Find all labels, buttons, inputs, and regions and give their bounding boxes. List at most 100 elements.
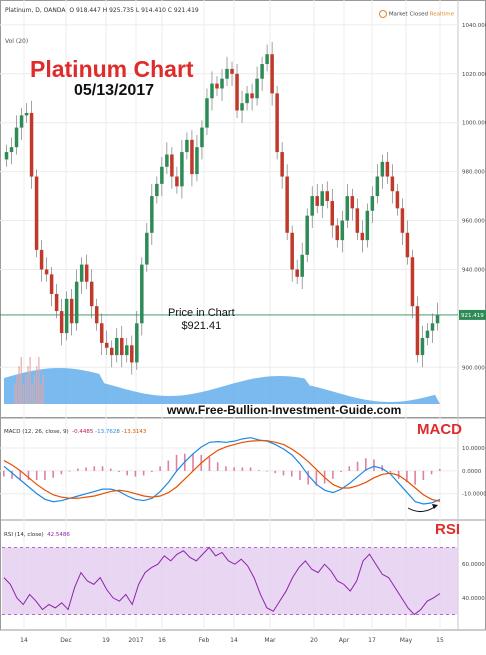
candle-body [390,176,395,192]
candle-body [205,98,209,128]
candle-body [285,176,289,233]
macd-histogram-bar [356,461,359,471]
candle-body [175,176,179,187]
candle-body [270,54,274,94]
candle-body [155,183,159,197]
chart-date: 05/13/2017 [74,82,155,99]
candle-body [335,225,340,241]
realtime-label: Realtime [429,11,454,18]
macd-histogram-bar [373,459,375,471]
price-tick-label: 1000.000 [462,121,486,127]
macd-signal-line [3,440,441,502]
macd-header[interactable]: MACD (12, 26, close, 9) -0.4485 -13.7628… [4,429,146,435]
candle-body [310,196,314,216]
macd-histogram-bar [332,470,334,479]
macd-histogram-bar [233,467,235,471]
candle-body [200,127,204,148]
price-candles [0,42,458,375]
macd-histogram-bar [52,470,54,478]
macd-histogram-bar [77,468,79,471]
candle-body [34,176,39,250]
macd-signal-value: -13.3143 [121,429,147,435]
candle-body [29,112,34,177]
rsi-band [2,547,458,615]
macd-histogram-bar [406,470,408,483]
candle-body [84,264,89,282]
macd-tick-label: 10.0000 [462,446,485,452]
candle-body [195,147,199,175]
macd-histogram-bar [175,454,178,471]
macd-histogram-bar [118,470,120,472]
candle-body [295,269,299,277]
candle-body [380,161,385,177]
macd-histogram-bar [208,457,211,471]
macd-histogram-bar [249,467,252,471]
x-tick-label: 17 [368,637,376,644]
market-status-text: Market Closed [388,11,428,18]
macd-histogram-bar [151,470,153,472]
candle-body [109,347,114,356]
volume-indicator-label[interactable]: Vol (20) [5,38,29,45]
candle-body [125,345,129,356]
candle-body [325,191,329,201]
price-tick-label: 960.000 [462,219,485,225]
macd-histogram-bar [364,458,367,471]
macd-histogram-bar [159,466,161,471]
price-tick-label: 1040.000 [462,23,486,29]
price-tick-label: 900.000 [462,365,485,371]
candle-body [145,232,149,265]
candle-body [4,152,9,160]
candle-body [315,196,319,206]
candle-body [360,232,365,241]
macd-histogram-bar [60,470,63,475]
candle-body [19,115,24,128]
ohlc-header: Platinum, D, OANDA O 918.447 H 925.735 L… [5,7,199,14]
price-tick-label: 1020.000 [462,72,486,78]
candle-body [255,78,259,99]
candle-body [300,254,304,277]
macd-histogram-bar [430,470,433,475]
candle-body [150,196,154,233]
candle-body [99,323,104,343]
x-tick-label: 2017 [128,637,143,644]
macd-histogram-bar [142,470,145,476]
candle-body [425,330,430,338]
candle-body [130,345,134,363]
candle-body [185,139,189,153]
current-price-tag-text: 921.419 [461,313,484,319]
volume-area-shape [4,368,440,404]
macd-histogram-bar [290,470,293,477]
macd-histogram-bar [11,470,13,479]
candle-body [74,281,79,324]
macd-line-value: -13.7628 [95,429,120,435]
macd-histogram-bar [315,470,318,486]
candle-body [435,314,440,324]
candle-body [54,293,59,312]
macd-histogram-bar [192,453,194,471]
candle-body [165,154,169,167]
candle-body [9,147,14,153]
macd-histogram-bar [282,470,285,476]
candle-body [120,337,124,356]
candle-body [140,264,144,324]
candle-body [355,208,360,233]
candle-body [400,208,405,233]
macd-histogram-bar [85,467,87,471]
macd-histogram-bar [422,470,425,480]
candle-body [160,166,164,184]
x-tick-label: Dec [60,637,72,644]
volume-bar [29,357,31,404]
chart-title: Platinum Chart [30,56,194,82]
ohlc-values: O 918.447 H 925.735 L 914.410 C 921.419 [69,7,199,14]
macd-histogram-bar [348,466,351,471]
candle-body [320,191,324,206]
market-status: Market Closed Realtime [378,10,454,18]
candle-body [104,342,109,348]
rsi-header[interactable]: RSI (14, close) 42.5486 [4,532,70,538]
volume-area [4,357,440,404]
candle-body [365,210,370,241]
macd-histogram-bar [266,470,268,472]
rsi-plot [2,546,458,616]
price-annotation-label: Price in Chart [168,307,235,319]
